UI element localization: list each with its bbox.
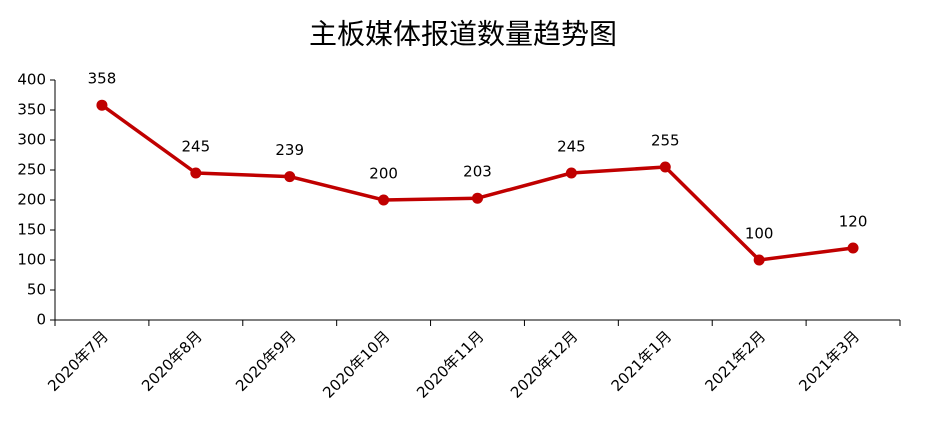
x-tick-label: 2021年1月 — [608, 327, 676, 395]
line — [100, 103, 854, 262]
point — [659, 161, 671, 173]
data-label: 203 — [463, 163, 492, 181]
x-tick-label: 2020年12月 — [507, 327, 581, 401]
data-label: 120 — [839, 213, 868, 231]
y-tick-label: 300 — [17, 131, 46, 149]
x-tick-label: 2020年7月 — [44, 327, 112, 395]
chart-title: 主板媒体报道数量趋势图 — [309, 18, 617, 51]
x-tick-label: 2020年8月 — [138, 327, 206, 395]
x-tick-label: 2021年3月 — [795, 327, 863, 395]
data-label: 358 — [88, 70, 117, 88]
x-tick-label: 2020年9月 — [232, 327, 300, 395]
point — [565, 167, 577, 179]
y-tick-label: 150 — [17, 221, 46, 239]
point — [284, 171, 296, 183]
y-tick-label: 50 — [27, 281, 46, 299]
y-tick-label: 200 — [17, 191, 46, 209]
data-label: 245 — [182, 138, 211, 156]
y-tick-label: 400 — [17, 71, 46, 89]
data-label: 200 — [369, 165, 398, 183]
y-tick-label: 0 — [36, 311, 46, 329]
point — [378, 194, 390, 206]
y-tick-label: 250 — [17, 161, 46, 179]
point — [96, 99, 108, 111]
data-label: 100 — [745, 225, 774, 243]
x-tick-label: 2020年11月 — [413, 327, 487, 401]
data-label: 255 — [651, 132, 680, 150]
point — [472, 192, 483, 204]
x-tick-label: 2021年2月 — [701, 327, 769, 395]
point — [190, 167, 202, 179]
y-tick-label: 350 — [17, 101, 46, 119]
y-tick-label: 100 — [17, 251, 46, 269]
x-tick-label: 2020年10月 — [319, 327, 393, 401]
data-label: 239 — [275, 141, 304, 159]
point — [753, 254, 765, 266]
data-label: 245 — [557, 138, 586, 156]
point — [847, 242, 859, 254]
